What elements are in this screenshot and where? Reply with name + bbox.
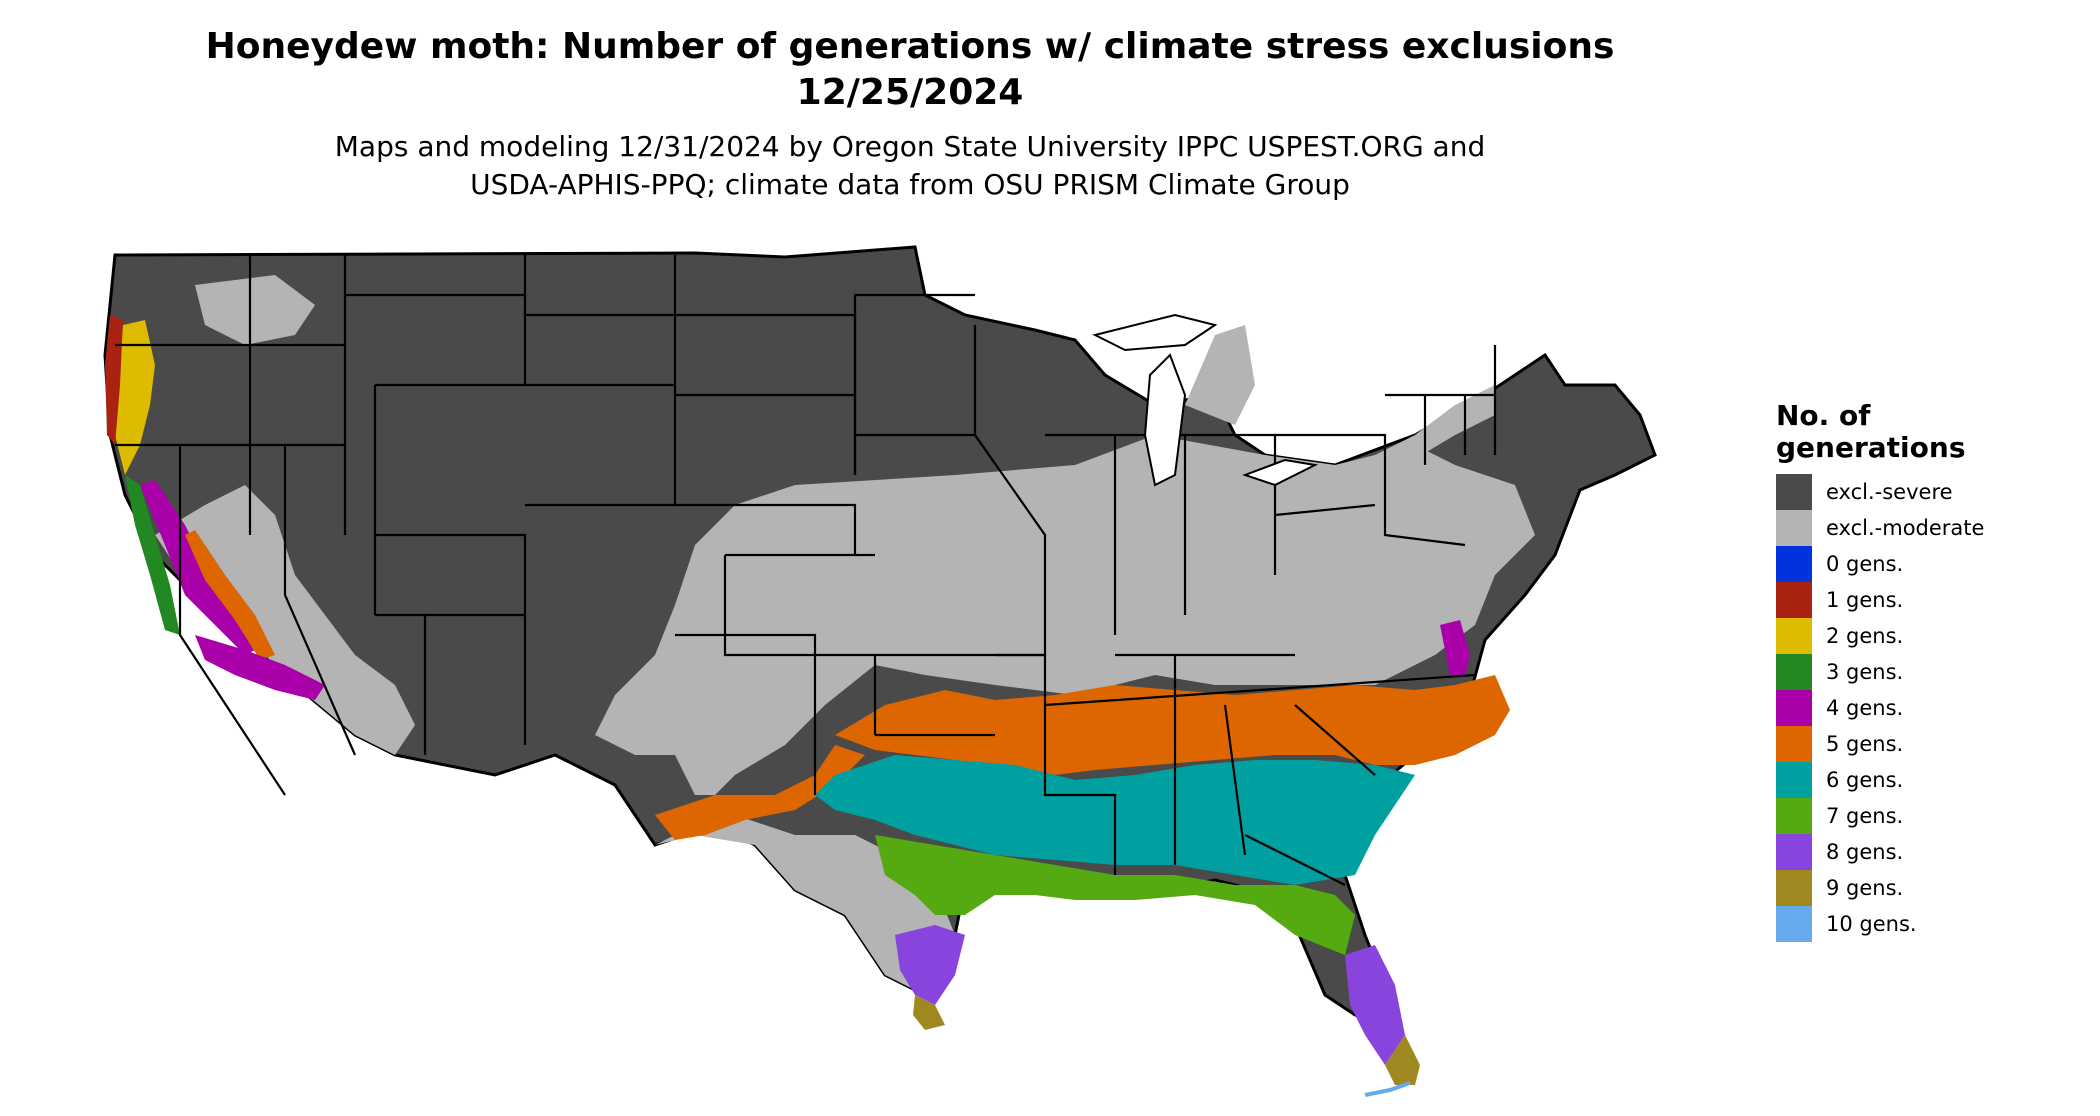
legend-label: 0 gens. xyxy=(1826,552,1904,576)
legend-label: 10 gens. xyxy=(1826,912,1917,936)
gen9-texas-tip xyxy=(913,995,945,1030)
legend-item: excl.-severe xyxy=(1776,474,1984,510)
legend-item: 6 gens. xyxy=(1776,762,1984,798)
legend-swatch xyxy=(1776,690,1812,726)
gen8-texas-coast xyxy=(895,925,965,1005)
legend-swatch xyxy=(1776,906,1812,942)
legend-label: 8 gens. xyxy=(1826,840,1904,864)
gen4-delmarva xyxy=(1440,620,1470,675)
legend-swatch xyxy=(1776,474,1812,510)
legend-label: 9 gens. xyxy=(1826,876,1904,900)
state-borders xyxy=(115,255,1497,886)
map-subtitle-line-2: USDA-APHIS-PPQ; climate data from OSU PR… xyxy=(470,168,1350,201)
moderate-zone-northeast xyxy=(1355,385,1495,465)
legend-label: 6 gens. xyxy=(1826,768,1904,792)
map-title: Honeydew moth: Number of generations w/ … xyxy=(150,24,1670,116)
legend-swatch xyxy=(1776,582,1812,618)
legend-title-line-2: generations xyxy=(1776,431,1966,464)
moderate-zone-idaho xyxy=(195,275,315,345)
gen5-california-interior xyxy=(185,530,275,660)
map-subtitle: Maps and modeling 12/31/2024 by Oregon S… xyxy=(150,128,1670,204)
legend-swatch xyxy=(1776,510,1812,546)
legend-swatch xyxy=(1776,726,1812,762)
gen3-california-coast xyxy=(125,475,180,635)
legend-label: excl.-moderate xyxy=(1826,516,1985,540)
legend-label: 1 gens. xyxy=(1826,588,1904,612)
legend-label: 5 gens. xyxy=(1826,732,1904,756)
legend-item: 0 gens. xyxy=(1776,546,1984,582)
legend-item: 2 gens. xyxy=(1776,618,1984,654)
legend-swatch xyxy=(1776,870,1812,906)
legend-items: excl.-severe excl.-moderate 0 gens. 1 gens.… xyxy=(1776,474,1984,942)
map-subtitle-line-1: Maps and modeling 12/31/2024 by Oregon S… xyxy=(334,130,1486,163)
gen9-florida-tip xyxy=(1385,1035,1420,1085)
legend-item: 5 gens. xyxy=(1776,726,1984,762)
legend-item: 10 gens. xyxy=(1776,906,1984,942)
legend-label: excl.-severe xyxy=(1826,480,1953,504)
moderate-zone-michigan xyxy=(1185,325,1255,425)
legend-item: 7 gens. xyxy=(1776,798,1984,834)
legend-swatch xyxy=(1776,546,1812,582)
gen10-keys xyxy=(1364,1081,1411,1097)
legend-item: 9 gens. xyxy=(1776,870,1984,906)
legend-swatch xyxy=(1776,798,1812,834)
legend-swatch xyxy=(1776,654,1812,690)
moderate-zone-central xyxy=(595,435,1535,795)
gen2-pacific-coast xyxy=(115,320,155,475)
legend-title-line-1: No. of xyxy=(1776,399,1871,432)
moderate-zone-texas xyxy=(655,815,955,995)
gen5-band xyxy=(835,675,1510,775)
legend-label: 7 gens. xyxy=(1826,804,1904,828)
legend-label: 3 gens. xyxy=(1826,660,1904,684)
gen1-pacific-coast xyxy=(105,315,123,445)
gen8-florida xyxy=(1345,945,1405,1065)
legend-item: 1 gens. xyxy=(1776,582,1984,618)
legend-item: excl.-moderate xyxy=(1776,510,1984,546)
gen5-texas-arc xyxy=(655,745,865,840)
legend-label: 4 gens. xyxy=(1826,696,1904,720)
moderate-zone-west xyxy=(155,485,415,755)
legend-title: No. of generations xyxy=(1776,400,1984,464)
legend-swatch xyxy=(1776,618,1812,654)
great-lakes xyxy=(1092,313,1319,487)
legend-item: 3 gens. xyxy=(1776,654,1984,690)
legend-item: 4 gens. xyxy=(1776,690,1984,726)
us-generations-map xyxy=(103,245,1657,1097)
legend-label: 2 gens. xyxy=(1826,624,1904,648)
legend-swatch xyxy=(1776,762,1812,798)
legend: No. of generations excl.-severe excl.-mod… xyxy=(1776,400,1984,942)
legend-swatch xyxy=(1776,834,1812,870)
gen4-southern-california xyxy=(195,635,325,700)
map-title-date: 12/25/2024 xyxy=(796,72,1024,113)
gen7-band xyxy=(875,835,1355,955)
legend-item: 8 gens. xyxy=(1776,834,1984,870)
map-title-line-1: Honeydew moth: Number of generations w/ … xyxy=(205,26,1615,67)
